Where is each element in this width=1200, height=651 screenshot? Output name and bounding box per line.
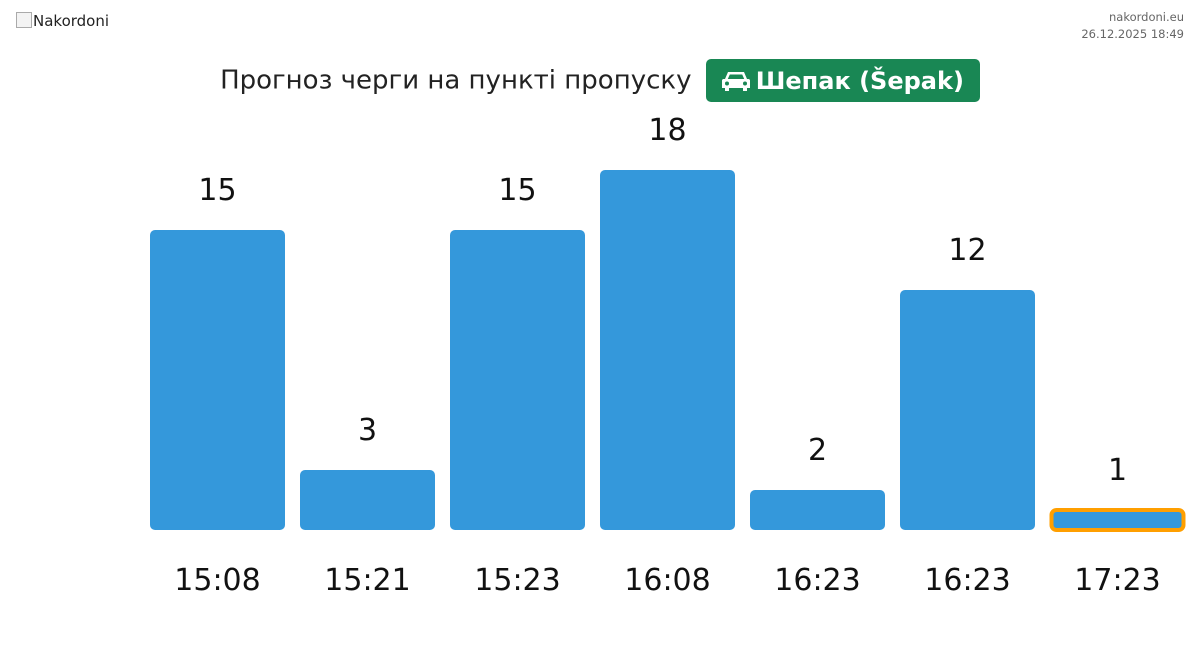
data-label: 18 — [648, 113, 686, 148]
logo-alt-text: Nakordoni — [33, 12, 110, 30]
x-tick-label: 16:08 — [624, 563, 710, 598]
x-tick-label: 16:23 — [774, 563, 860, 598]
x-tick-label: 15:08 — [174, 563, 260, 598]
timestamp: 26.12.2025 18:49 — [1081, 27, 1184, 41]
header-meta: nakordoni.eu 26.12.2025 18:49 — [1081, 9, 1184, 43]
data-label: 1 — [1108, 453, 1127, 488]
logo[interactable]: Nakordoni — [16, 12, 109, 30]
x-tick-label: 15:23 — [474, 563, 560, 598]
data-label: 3 — [358, 413, 377, 448]
bar[interactable] — [600, 170, 735, 530]
bar[interactable] — [450, 230, 585, 530]
x-tick-label: 17:23 — [1074, 563, 1160, 598]
bar[interactable] — [150, 230, 285, 530]
x-tick-label: 16:23 — [924, 563, 1010, 598]
title-text: Прогноз черги на пункті пропуску — [220, 65, 692, 96]
data-label: 2 — [808, 433, 827, 468]
data-label: 15 — [198, 173, 236, 208]
broken-image-icon — [16, 12, 32, 28]
bar[interactable] — [900, 290, 1035, 530]
car-icon — [721, 71, 750, 91]
x-tick-label: 15:21 — [324, 563, 410, 598]
bar[interactable] — [300, 470, 435, 530]
bar[interactable] — [1049, 508, 1186, 532]
checkpoint-badge: Шепак (Šepak) — [705, 59, 980, 102]
data-label: 12 — [948, 233, 986, 268]
page-title: Прогноз черги на пункті пропуску Шепак (… — [0, 58, 1200, 103]
badge-label: Шепак (Šepak) — [755, 66, 964, 95]
data-label: 15 — [498, 173, 536, 208]
site-name: nakordoni.eu — [1109, 10, 1184, 24]
bar[interactable] — [750, 490, 885, 530]
